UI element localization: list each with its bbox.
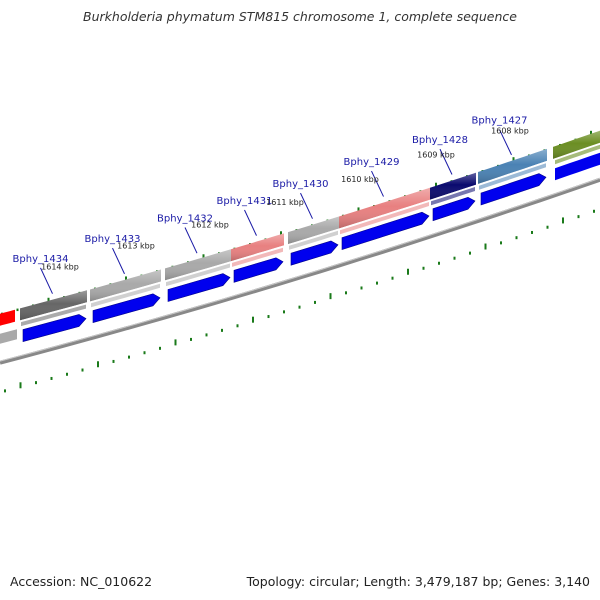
edge-feature-green-shine — [553, 130, 600, 159]
feature-track — [0, 130, 600, 344]
gene-block-gap — [288, 228, 339, 247]
edge-feature-green-shadow — [555, 144, 600, 165]
map-title: Burkholderia phymatum STM815 chromosome … — [83, 9, 517, 24]
gene-block-gap — [20, 302, 87, 323]
gene-block-gap — [90, 281, 161, 304]
cds-arrow — [167, 273, 231, 302]
gene-block-gap — [165, 261, 231, 283]
gene-block-shine — [231, 233, 284, 262]
chromosome-backbone — [0, 177, 600, 365]
cds-arrow — [233, 257, 284, 283]
label-leader — [184, 227, 198, 254]
position-labels: 1614 kbp 1613 kbp 1612 kbp 1611 kbp 1610 kbp… — [41, 126, 529, 271]
gene-block-shine — [20, 290, 87, 321]
cds-arrow — [22, 314, 87, 342]
kbp-label: 1611 kbp — [266, 198, 304, 207]
cds-arrow — [341, 211, 430, 251]
backbone-highlight — [0, 177, 600, 362]
gene-label-text: Bphy_1427 — [472, 116, 528, 127]
cds-arrow — [92, 293, 161, 323]
gene-block-shine — [339, 187, 430, 229]
cds-arrow — [432, 196, 476, 222]
cds-track — [22, 152, 600, 342]
outer-tick-ring — [1, 130, 592, 316]
gene-block-shine — [165, 249, 231, 281]
gene-block-gap — [339, 199, 430, 231]
label-leader — [244, 209, 257, 236]
gene-block-shine — [90, 269, 161, 302]
gene-block-shadow — [91, 283, 160, 308]
gene-block-shine — [478, 148, 547, 184]
accession-label: Accession: NC_010622 — [10, 574, 153, 589]
gene-label-text: Bphy_1433 — [85, 234, 141, 245]
label-leader — [40, 267, 53, 294]
gene-block-shadow — [232, 247, 283, 267]
backbone-line — [0, 177, 600, 365]
gene-block-shadow — [340, 202, 429, 235]
label-leader — [300, 192, 313, 219]
gene-block-gap — [430, 184, 476, 202]
label-leader — [439, 148, 453, 175]
label-leader — [112, 247, 125, 275]
gene-label-text: Bphy_1431 — [217, 196, 273, 207]
gene-block-shadow — [21, 304, 86, 327]
kbp-label: 1608 kbp — [491, 126, 529, 135]
gene-label-text: Bphy_1428 — [412, 135, 468, 146]
kbp-label: 1612 kbp — [191, 220, 229, 229]
kbp-label: 1609 kbp — [417, 151, 455, 160]
cds-arrow — [480, 173, 547, 206]
gene-label-text: Bphy_1434 — [13, 254, 69, 265]
edge-cds-arrow — [555, 152, 600, 181]
kbp-label: 1614 kbp — [41, 263, 79, 272]
kbp-label: 1613 kbp — [117, 242, 155, 251]
cds-arrow — [290, 240, 339, 266]
kbp-label: 1610 kbp — [341, 175, 379, 184]
gene-block-shadow — [166, 263, 230, 287]
gene-block-gap — [478, 160, 547, 186]
label-leader — [371, 170, 384, 197]
edge-feature-red — [0, 309, 15, 326]
gene-labels: Bphy_1434Bphy_1433Bphy_1432Bphy_1431Bphy… — [13, 116, 528, 294]
sequence-summary: Topology: circular; Length: 3,479,187 bp… — [246, 574, 590, 589]
gene-block-shadow — [479, 163, 546, 190]
inner-tick-ring — [4, 209, 595, 393]
gene-block-shine — [430, 172, 476, 200]
gene-block-shine — [288, 216, 339, 245]
gene-block-gap — [231, 245, 284, 264]
gene-block-shadow — [431, 187, 475, 206]
gene-label-text: Bphy_1432 — [157, 213, 213, 224]
gene-label-text: Bphy_1430 — [273, 179, 329, 190]
label-leader — [499, 129, 512, 156]
gene-label-text: Bphy_1429 — [344, 157, 400, 168]
edge-feature-grey — [0, 329, 17, 344]
gene-block-shadow — [289, 230, 338, 250]
